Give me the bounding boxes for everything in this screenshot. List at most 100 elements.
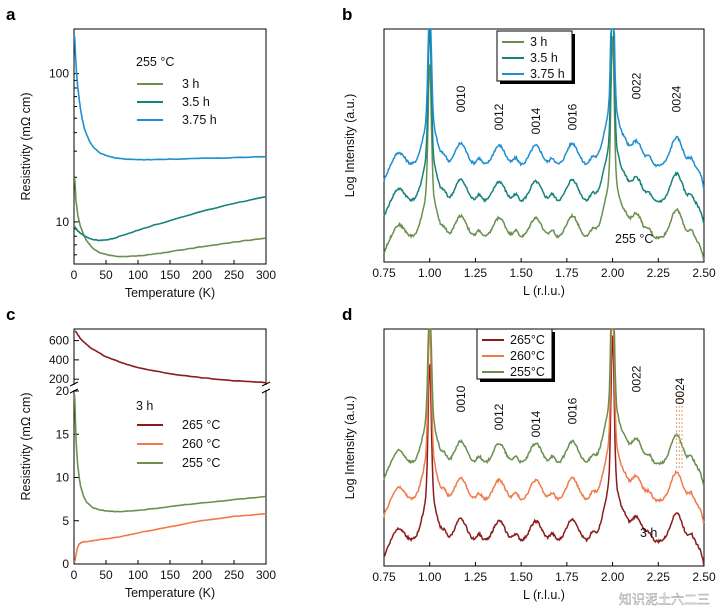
panel-c-series-group (73, 330, 267, 563)
panel-a-legend-label-0: 3 h (182, 77, 199, 91)
panel-c-ytick-upper-label: 600 (49, 334, 69, 348)
panel-d-xtick-label: 2.25 (647, 570, 671, 584)
panel-c-frame (73, 328, 267, 565)
panel-d-xtick-label: 1.75 (555, 570, 579, 584)
panel-d-xlabel: L (r.l.u.) (523, 588, 565, 602)
panel-a-ytick-label: 10 (56, 215, 70, 229)
panel-c-xtick-label: 250 (224, 568, 244, 582)
panel-b-legend-label-1: 3.5 h (530, 51, 558, 65)
panel-c-ytick-lower-label: 20 (56, 384, 70, 398)
panel-b-xlabel: L (r.l.u.) (523, 284, 565, 298)
panel-b-xtick-label: 1.75 (555, 266, 579, 280)
panel-b-xtick-label: 1.50 (509, 266, 533, 280)
panel-d-xtick-label: 1.25 (464, 570, 488, 584)
panel-c-series-1-line (73, 512, 267, 563)
panel-b-xtick-label: 0.75 (372, 266, 396, 280)
panel-c-break-mark (261, 381, 271, 387)
panel-a-series-0-line (73, 177, 267, 258)
panel-letter-c: c (6, 305, 15, 324)
panel-d-peak-label-0: 0010 (454, 385, 468, 412)
panel-c-legend-label-1: 260 °C (182, 437, 220, 451)
panel-d-xtick-label: 0.75 (372, 570, 396, 584)
panel-a-legend-title: 255 °C (136, 55, 174, 69)
panel-b-series-group (383, 27, 705, 261)
panel-d-xtick-label: 1.50 (509, 570, 533, 584)
panel-b-peak-label-1: 0012 (492, 103, 506, 130)
panel-d-legend-label-2: 255°C (510, 365, 545, 379)
panel-a-xtick-label: 150 (160, 268, 180, 282)
panel-d-ylabel: Log Intensity (a.u.) (343, 396, 357, 500)
panel-a-ytick-label: 100 (49, 67, 69, 81)
panel-letter-b: b (342, 5, 352, 24)
panel-a-series-1-line (73, 195, 267, 242)
panel-b-legend-label-2: 3.75 h (530, 67, 565, 81)
panel-d-peak-label-5: 0024 (673, 377, 687, 404)
panel-c-series-0-line (74, 330, 267, 384)
panel-d-peak-label-2: 0014 (529, 410, 543, 437)
panel-b-xtick-label: 2.50 (692, 266, 716, 280)
panel-b-xtick-label: 2.25 (647, 266, 671, 280)
panel-c-legend-label-2: 255 °C (182, 456, 220, 470)
panel-a-legend-label-2: 3.75 h (182, 113, 217, 127)
panel-b-xtick-label: 2.00 (601, 266, 625, 280)
panel-d-peak-label-1: 0012 (492, 403, 506, 430)
panel-d-series-0-line (383, 333, 705, 565)
panel-c-xtick-label: 200 (192, 568, 212, 582)
panel-b-legend-label-0: 3 h (530, 35, 547, 49)
panel-d-peak-label-4: 0022 (629, 365, 643, 392)
panel-c-xlabel: Temperature (K) (125, 586, 215, 600)
panel-d-legend-label-0: 265°C (510, 333, 545, 347)
panel-a-xtick-label: 250 (224, 268, 244, 282)
panel-c-ylabel: Resistivity (mΩ cm) (19, 393, 33, 501)
panel-c-ytick-upper-label: 200 (49, 372, 69, 386)
panel-c-series-2-line (73, 395, 267, 513)
panel-c-break-mark (69, 381, 79, 387)
panel-letter-a: a (6, 5, 16, 24)
panel-c-xtick-label: 50 (99, 568, 113, 582)
panel-d-peak-label-3: 0016 (565, 397, 579, 424)
panel-a-xtick-label: 200 (192, 268, 212, 282)
panel-c-legend-label-0: 265 °C (182, 418, 220, 432)
panel-d-series-group (383, 328, 705, 565)
panel-b-series-2-line (383, 28, 705, 189)
panel-c-ytick-lower-label: 15 (56, 427, 70, 441)
panel-a-legend-label-1: 3.5 h (182, 95, 210, 109)
panel-c-break-mark (261, 388, 271, 394)
panel-b-legend-box (496, 30, 573, 82)
panel-letter-d: d (342, 305, 352, 324)
panel-d-xtick-label: 2.50 (692, 570, 716, 584)
panel-c-ytick-lower-label: 0 (62, 557, 69, 571)
panel-b-peak-label-3: 0016 (565, 103, 579, 130)
panel-c-legend-title: 3 h (136, 399, 153, 413)
panel-c-ytick-lower-label: 10 (56, 471, 70, 485)
panel-b-series-1-line (383, 27, 705, 224)
panel-d-series-2-line (383, 328, 705, 486)
panel-a-series-2-line (73, 35, 267, 161)
panel-a-series-group (73, 35, 267, 258)
panel-a-ylabel: Resistivity (mΩ cm) (19, 93, 33, 201)
panel-c-break-mask-right (262, 385, 270, 390)
panel-b-peak-label-0: 0010 (454, 85, 468, 112)
panel-c-break-mask-left (71, 385, 79, 390)
panel-d-xtick-label: 1.00 (418, 570, 442, 584)
panel-b-peak-label-5: 0024 (670, 85, 684, 112)
panel-c-xtick-label: 100 (128, 568, 148, 582)
panel-b-peak-label-4: 0022 (629, 72, 643, 99)
panel-b-xtick-label: 1.25 (464, 266, 488, 280)
panel-d-legend-label-1: 260°C (510, 349, 545, 363)
panel-b-xtick-label: 1.00 (418, 266, 442, 280)
panel-a-xtick-label: 0 (71, 268, 78, 282)
panel-a-xlabel: Temperature (K) (125, 286, 215, 300)
panel-a-xtick-label: 300 (256, 268, 276, 282)
panel-d-legend-box (476, 328, 553, 380)
panel-b-series-0-line (383, 35, 705, 261)
panel-a-xtick-label: 100 (128, 268, 148, 282)
panel-c-ytick-lower-label: 5 (62, 514, 69, 528)
panel-b-peak-label-2: 0014 (529, 107, 543, 134)
panel-d-annotation: 3 h (640, 526, 657, 540)
panel-a-xtick-label: 50 (99, 268, 113, 282)
panel-c-xtick-label: 0 (71, 568, 78, 582)
panel-d-xtick-label: 2.00 (601, 570, 625, 584)
panel-b-ylabel: Log Intensity (a.u.) (343, 94, 357, 198)
